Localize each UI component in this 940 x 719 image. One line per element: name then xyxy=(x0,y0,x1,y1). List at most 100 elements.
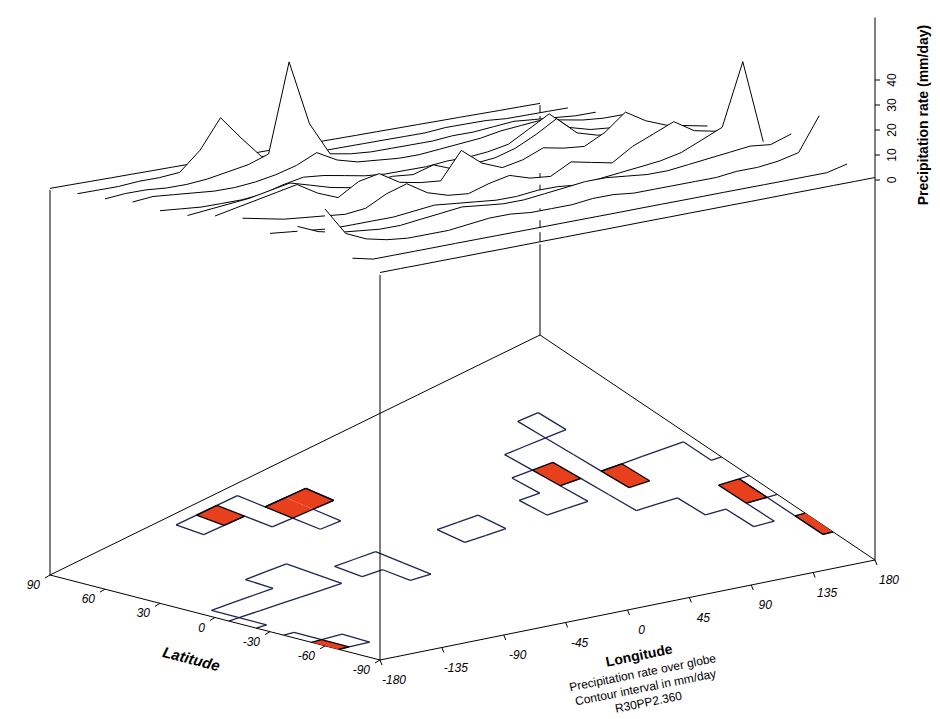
contour-cell xyxy=(286,488,334,509)
contour-line xyxy=(746,497,767,503)
x-tick-label: 45 xyxy=(697,611,711,625)
y-tick-label: 0 xyxy=(198,621,205,635)
contour-line xyxy=(518,421,546,438)
x-tick xyxy=(442,648,444,653)
contour-cell xyxy=(795,513,833,534)
contour-line xyxy=(335,559,356,566)
surface-fill xyxy=(380,178,875,276)
y-tick xyxy=(210,618,215,621)
contour-line xyxy=(313,509,341,521)
contour-line xyxy=(746,503,774,521)
x-tick xyxy=(566,623,568,628)
x-tick-label: -90 xyxy=(509,648,527,662)
contour-line xyxy=(217,505,245,516)
z-axis xyxy=(875,18,876,181)
contour-line xyxy=(512,478,540,493)
contour-line xyxy=(349,642,370,647)
contour-line xyxy=(795,516,823,535)
y-tick xyxy=(155,603,160,606)
y-tick-label: 60 xyxy=(82,592,96,606)
z-tick-label: 30 xyxy=(885,98,899,112)
box-edge xyxy=(875,180,876,560)
contour-line xyxy=(383,570,411,581)
contour-line xyxy=(505,455,533,471)
contour-line xyxy=(705,509,726,515)
contour-line xyxy=(410,574,431,580)
contour-line xyxy=(636,504,657,510)
contour-line xyxy=(567,501,588,508)
contour-line xyxy=(306,488,334,500)
y-tick-label: 90 xyxy=(27,578,41,592)
contour-line xyxy=(320,521,340,529)
contour-line xyxy=(739,479,767,498)
z-tick-label: 20 xyxy=(885,123,899,137)
contour-line xyxy=(286,564,314,574)
y-tick xyxy=(45,575,50,578)
contour-line xyxy=(294,632,322,639)
y-axis-title: Latitude xyxy=(161,643,222,674)
contour-cell xyxy=(719,479,767,503)
contour-line xyxy=(197,515,225,525)
contour-line xyxy=(739,476,749,479)
y-tick-label: 30 xyxy=(137,606,151,620)
x-tick-label: -180 xyxy=(382,673,406,687)
contour-line xyxy=(767,497,795,516)
x-tick xyxy=(504,635,506,640)
contour-line xyxy=(683,442,711,461)
contour-line xyxy=(519,500,547,515)
contour-line xyxy=(285,488,305,497)
contour-line xyxy=(265,498,285,507)
x-tick-label: 0 xyxy=(638,623,645,637)
z-tick xyxy=(875,130,880,131)
x-tick xyxy=(689,598,691,603)
contour-line xyxy=(437,522,458,529)
contour-line xyxy=(538,413,566,430)
contour-line xyxy=(212,610,240,617)
contour-line xyxy=(176,515,196,525)
contour-line xyxy=(321,583,342,590)
contour-line xyxy=(719,479,740,485)
contour-line xyxy=(293,509,313,518)
contour-line xyxy=(746,497,767,503)
x-tick-label: -45 xyxy=(571,636,589,650)
contour-line xyxy=(245,580,273,589)
base-plane xyxy=(50,335,875,660)
contour-line xyxy=(342,634,370,642)
contour-line xyxy=(265,498,285,507)
contour-line xyxy=(601,464,622,471)
contour-line xyxy=(256,625,266,628)
contour-line xyxy=(601,464,622,471)
contour-cell xyxy=(197,505,245,525)
chart: -90-60-300306090-180-135-90-450459013518… xyxy=(0,0,940,719)
contour-line xyxy=(224,516,244,525)
contour-line xyxy=(322,640,350,647)
contour-line xyxy=(505,446,525,454)
y-tick xyxy=(320,646,325,649)
contour-line xyxy=(284,632,294,635)
z-tick xyxy=(875,155,880,156)
contour-line xyxy=(767,494,777,497)
contour-line xyxy=(232,596,253,603)
y-tick xyxy=(375,660,380,663)
contour-line xyxy=(547,508,568,515)
box-edge xyxy=(380,275,381,660)
contour-line xyxy=(525,438,545,446)
contour-line xyxy=(622,456,643,463)
contour-line xyxy=(237,496,265,507)
contour-line xyxy=(560,478,581,485)
contour-cell xyxy=(601,464,649,488)
contour-line xyxy=(719,485,747,503)
y-tick-label: -60 xyxy=(298,649,316,663)
contour-line xyxy=(581,478,609,494)
contour-line xyxy=(253,588,274,595)
contour-line xyxy=(245,572,265,580)
contour-line xyxy=(272,518,292,527)
contour-line xyxy=(553,462,581,478)
contour-line xyxy=(711,457,721,460)
contour-line xyxy=(629,481,650,488)
annotation: R30PP2.360 xyxy=(614,689,684,716)
contour-line xyxy=(293,518,321,529)
contour-line xyxy=(197,505,217,515)
x-tick xyxy=(875,560,877,565)
contour-line xyxy=(204,525,224,534)
